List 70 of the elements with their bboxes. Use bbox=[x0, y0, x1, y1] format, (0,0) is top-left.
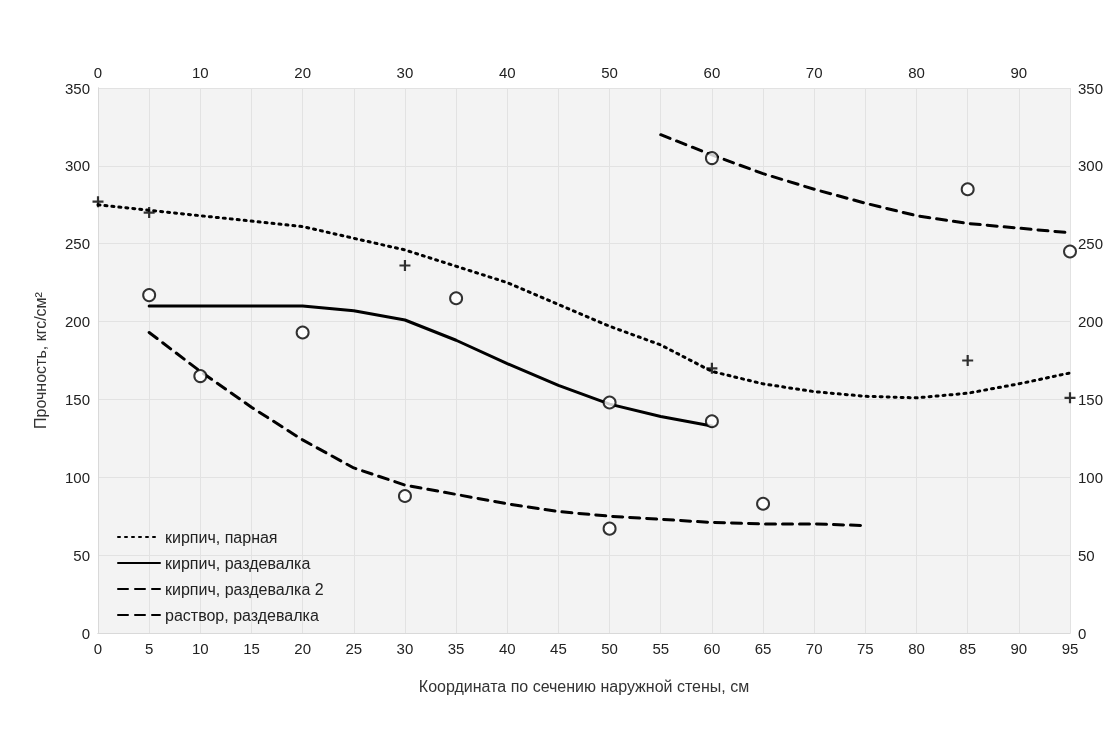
y-tick-label: 50 bbox=[73, 546, 90, 564]
x2-tick-label: 60 bbox=[703, 64, 721, 81]
x2-tick-label: 80 bbox=[908, 64, 925, 81]
point bbox=[1063, 244, 1077, 259]
y-tick-label: 150 bbox=[64, 390, 90, 408]
x-tick-label: 45 bbox=[550, 640, 567, 657]
point bbox=[142, 288, 157, 303]
x-tick-label: 30 bbox=[396, 640, 414, 657]
x2-tick-label: 30 bbox=[396, 64, 414, 81]
x-tick-label: 10 bbox=[191, 640, 209, 657]
x-tick-label: 15 bbox=[243, 640, 260, 657]
legend-label: раствор, раздевалка bbox=[165, 606, 319, 624]
y-tick-label: 0 bbox=[81, 624, 90, 642]
point bbox=[602, 395, 617, 410]
y-axis-title: Прочность, кгс/см² bbox=[31, 291, 49, 429]
y2-tick-label: 0 bbox=[1078, 624, 1087, 642]
point bbox=[704, 414, 719, 429]
legend-label: кирпич, раздевалка 2 bbox=[165, 580, 324, 598]
x-tick-label: 80 bbox=[908, 640, 925, 657]
point bbox=[962, 355, 974, 366]
y2-tick-label: 100 bbox=[1078, 468, 1104, 486]
point bbox=[602, 521, 617, 536]
y-tick-label: 300 bbox=[64, 157, 90, 175]
point bbox=[92, 196, 104, 208]
point bbox=[960, 182, 975, 197]
x2-tick-label: 90 bbox=[1010, 64, 1028, 81]
x-tick-label: 85 bbox=[959, 640, 977, 657]
y2-tick-label: 200 bbox=[1078, 313, 1104, 331]
x2-tick-label: 20 bbox=[294, 64, 311, 81]
x-tick-label: 35 bbox=[447, 640, 465, 657]
x-tick-label: 95 bbox=[1061, 640, 1079, 657]
x-tick-label: 55 bbox=[652, 640, 670, 657]
x-tick-label: 65 bbox=[754, 640, 772, 657]
point bbox=[706, 362, 718, 374]
point bbox=[193, 369, 208, 384]
y-tick-label: 200 bbox=[64, 313, 90, 331]
legend-label: кирпич, раздевалка bbox=[165, 554, 311, 572]
x-tick-label: 90 bbox=[1010, 640, 1028, 657]
x-tick-label: 70 bbox=[805, 640, 823, 657]
x2-tick-label: 0 bbox=[93, 64, 103, 81]
y2-tick-label: 50 bbox=[1078, 546, 1095, 564]
y-tick-label: 100 bbox=[64, 468, 90, 486]
x-tick-label: 5 bbox=[144, 640, 154, 657]
x-tick-label: 20 bbox=[294, 640, 311, 657]
y2-tick-label: 300 bbox=[1078, 157, 1104, 175]
point bbox=[295, 325, 310, 340]
y-tick-label: 350 bbox=[64, 79, 90, 97]
x-tick-label: 75 bbox=[857, 640, 874, 657]
y2-tick-label: 150 bbox=[1078, 390, 1104, 408]
point bbox=[449, 291, 464, 306]
x2-tick-label: 70 bbox=[805, 64, 823, 81]
point bbox=[399, 260, 411, 272]
x-tick-label: 25 bbox=[345, 640, 363, 657]
x2-tick-label: 50 bbox=[601, 64, 618, 81]
point bbox=[704, 151, 719, 166]
x-tick-label: 60 bbox=[703, 640, 721, 657]
x2-tick-label: 10 bbox=[191, 64, 209, 81]
x-tick-label: 0 bbox=[93, 640, 103, 657]
x-tick-label: 50 bbox=[601, 640, 618, 657]
point bbox=[143, 207, 155, 219]
x2-tick-label: 40 bbox=[498, 64, 516, 81]
y2-tick-label: 250 bbox=[1078, 235, 1104, 253]
x-axis-title: Координата по сечению наружной стены, см bbox=[418, 677, 750, 695]
x-tick-label: 40 bbox=[498, 640, 516, 657]
point bbox=[397, 488, 412, 503]
y2-tick-label: 350 bbox=[1078, 79, 1104, 97]
legend-label: кирпич, парная bbox=[165, 528, 278, 546]
point bbox=[756, 496, 771, 511]
point bbox=[1064, 392, 1076, 404]
y-tick-label: 250 bbox=[64, 235, 90, 253]
